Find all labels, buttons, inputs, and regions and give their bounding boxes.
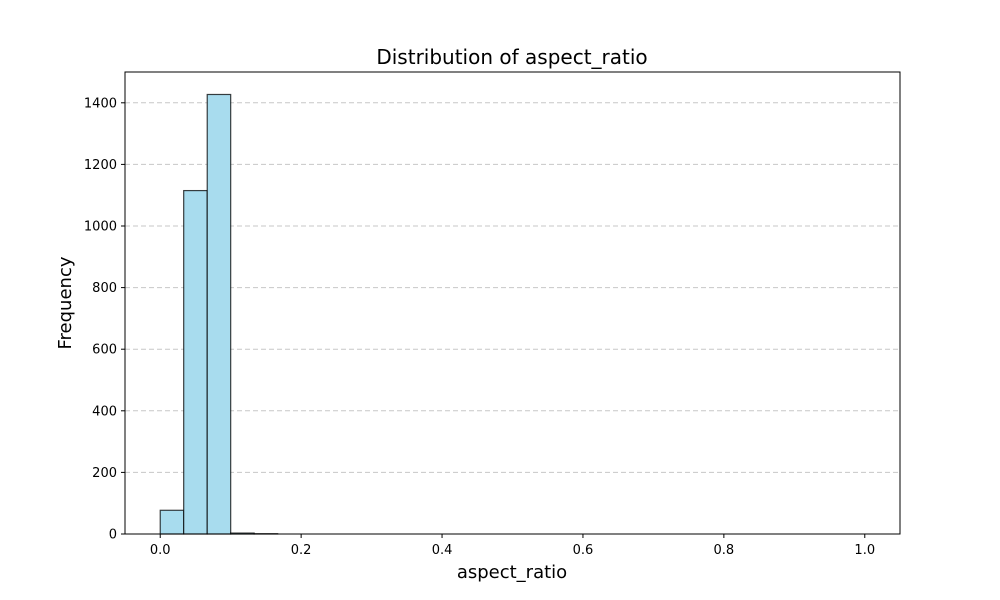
x-tick-label: 0.8 [714, 543, 735, 558]
y-tick-label: 1200 [84, 158, 117, 173]
plot-frame [124, 71, 901, 535]
y-tick-label: 1400 [84, 96, 117, 111]
x-tick-label: 0.0 [150, 543, 171, 558]
x-tick-label: 0.4 [432, 543, 453, 558]
x-axis-ticks: 0.0 0.2 0.4 0.6 0.8 1.0 [150, 534, 875, 558]
histogram-bar [206, 93, 232, 535]
y-tick-label: 200 [92, 466, 117, 481]
chart-title: Distribution of aspect_ratio [376, 45, 647, 69]
x-tick-label: 1.0 [854, 543, 875, 558]
histogram-bar [159, 509, 185, 535]
y-tick-label: 0 [109, 528, 117, 543]
y-tick-label: 400 [92, 404, 117, 419]
x-tick-label: 0.6 [573, 543, 594, 558]
gridlines [125, 102, 900, 473]
y-axis-label: Frequency [55, 256, 76, 349]
y-tick-label: 800 [92, 281, 117, 296]
x-axis-label: aspect_ratio [457, 562, 567, 583]
histogram-bar [183, 189, 208, 535]
y-tick-label: 600 [92, 343, 117, 358]
x-tick-label: 0.2 [291, 543, 312, 558]
y-tick-label: 1000 [84, 220, 117, 235]
y-axis-ticks: 0 200 400 600 800 1000 1200 1400 [84, 96, 125, 543]
bars [159, 93, 279, 535]
